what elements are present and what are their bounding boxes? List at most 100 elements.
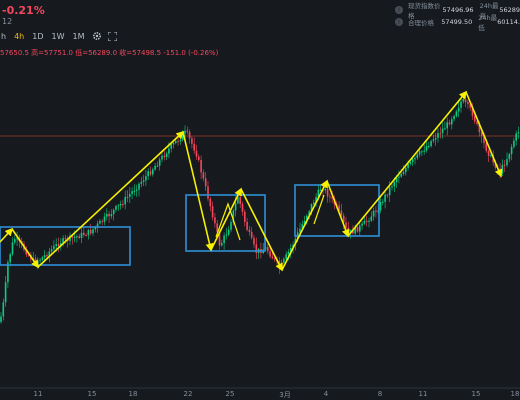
x-tick-label: 11 xyxy=(418,390,428,398)
candle-body xyxy=(96,223,99,228)
candle-body xyxy=(119,203,122,206)
candle-body xyxy=(101,220,103,222)
candle-body xyxy=(135,189,138,191)
candle-body xyxy=(126,196,129,198)
candle-body xyxy=(407,163,409,169)
candle-body xyxy=(285,254,287,259)
candle-body xyxy=(382,201,384,203)
candle-body xyxy=(363,220,366,224)
candle-body xyxy=(41,257,44,260)
candle-body xyxy=(85,235,87,237)
candle-body xyxy=(324,189,327,191)
x-tick-label: 11 xyxy=(33,390,43,398)
candle-body xyxy=(37,260,39,264)
x-tick-label: 25 xyxy=(225,390,235,398)
candle-body xyxy=(207,186,209,199)
candle-body xyxy=(418,151,421,155)
candle-body xyxy=(204,178,207,187)
expand-icon[interactable] xyxy=(107,31,117,41)
candle-body xyxy=(329,196,331,198)
candle-body xyxy=(76,236,78,238)
tab-1d[interactable]: 1D xyxy=(32,31,44,41)
candles-layer xyxy=(0,93,520,324)
candle-body xyxy=(227,229,230,235)
candle-body xyxy=(439,133,442,135)
candle-body xyxy=(409,162,412,164)
candle-body xyxy=(375,210,377,212)
candle-body xyxy=(4,282,7,303)
candle-body xyxy=(315,196,317,203)
candle-body xyxy=(179,140,182,142)
candle-body xyxy=(186,130,189,132)
candle-body xyxy=(43,255,46,258)
candle-body xyxy=(310,204,313,212)
candle-body xyxy=(255,244,258,253)
candle-body xyxy=(432,139,435,141)
trend-arrow xyxy=(465,91,503,178)
tab-1m[interactable]: 1M xyxy=(72,31,85,41)
x-tick-label: 15 xyxy=(471,390,481,398)
candle-body xyxy=(57,243,60,247)
candle-body xyxy=(317,189,320,197)
x-tick-label: 15 xyxy=(87,390,97,398)
candle-body xyxy=(122,203,124,205)
candle-body xyxy=(53,245,55,250)
candle-body xyxy=(250,231,253,238)
candle-body xyxy=(16,238,18,240)
candle-body xyxy=(428,146,430,148)
candle-body xyxy=(94,227,97,230)
candle-body xyxy=(110,214,113,217)
info-icon[interactable]: ! xyxy=(395,6,403,14)
candle-body xyxy=(352,230,354,234)
candle-body xyxy=(411,159,414,163)
candle-body xyxy=(145,176,147,181)
tab-4h[interactable]: 4h xyxy=(14,31,25,41)
candle-body xyxy=(342,215,345,223)
candle-body xyxy=(267,247,269,252)
candle-body xyxy=(133,190,136,192)
candle-body xyxy=(83,232,85,236)
candle-body xyxy=(115,206,117,210)
candle-body xyxy=(241,204,244,212)
candle-body xyxy=(11,242,14,255)
candle-body xyxy=(103,216,106,222)
candle-body xyxy=(485,143,488,151)
candle-body xyxy=(191,138,193,144)
candle-body xyxy=(216,223,218,232)
candle-body xyxy=(483,136,485,144)
candle-body xyxy=(62,238,64,244)
candle-body xyxy=(232,210,235,223)
candle-body xyxy=(175,141,177,144)
trend-arrow xyxy=(347,90,468,237)
stat-row: ! 现货指数价格 57496.96 24h最高 56289 xyxy=(395,2,520,20)
trend-arrow xyxy=(0,227,14,243)
candle-body xyxy=(398,176,400,178)
x-tick-label: 18 xyxy=(510,390,520,398)
candle-body xyxy=(46,255,48,257)
candle-body xyxy=(345,222,347,228)
candle-body xyxy=(464,99,467,103)
candle-body xyxy=(416,154,419,158)
minor-swing xyxy=(313,194,325,225)
tab-h[interactable]: h xyxy=(1,31,7,41)
trend-arrow xyxy=(182,131,214,252)
candle-body xyxy=(39,259,41,261)
candle-body xyxy=(156,165,159,167)
candle-body xyxy=(361,223,363,226)
info-icon[interactable]: ! xyxy=(395,18,403,26)
candle-body xyxy=(71,235,74,238)
candle-body xyxy=(89,230,92,234)
candle-body xyxy=(14,239,16,243)
candle-body xyxy=(340,210,343,216)
tab-1w[interactable]: 1W xyxy=(51,31,65,41)
candle-body xyxy=(446,122,448,129)
candle-body xyxy=(386,194,389,196)
candle-body xyxy=(50,249,53,252)
candle-body xyxy=(494,162,497,168)
gear-icon[interactable] xyxy=(92,31,102,41)
candle-body xyxy=(444,128,446,130)
candle-body xyxy=(370,216,373,221)
candle-body xyxy=(306,215,308,221)
candle-body xyxy=(347,227,350,234)
